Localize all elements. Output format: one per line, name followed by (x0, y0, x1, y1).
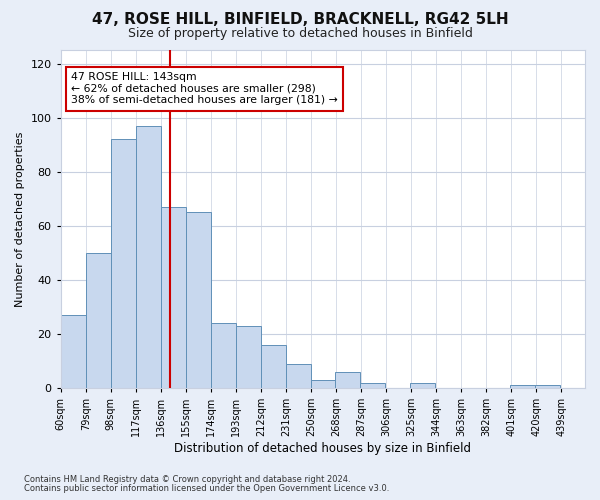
Text: Contains HM Land Registry data © Crown copyright and database right 2024.: Contains HM Land Registry data © Crown c… (24, 475, 350, 484)
Bar (261, 345, 286, 388)
Bar (111, 139, 136, 388)
Bar (410, 382, 435, 388)
Bar (236, 326, 261, 388)
X-axis label: Distribution of detached houses by size in Binfield: Distribution of detached houses by size … (175, 442, 472, 455)
Bar (61, 315, 86, 388)
Text: 47 ROSE HILL: 143sqm
← 62% of detached houses are smaller (298)
38% of semi-deta: 47 ROSE HILL: 143sqm ← 62% of detached h… (71, 72, 338, 105)
Bar (186, 212, 211, 388)
Bar (510, 386, 535, 388)
Bar (360, 382, 385, 388)
Y-axis label: Number of detached properties: Number of detached properties (15, 132, 25, 306)
Bar (86, 253, 111, 388)
Bar (211, 323, 236, 388)
Text: Contains public sector information licensed under the Open Government Licence v3: Contains public sector information licen… (24, 484, 389, 493)
Bar (136, 126, 161, 388)
Bar (535, 386, 560, 388)
Bar (311, 380, 336, 388)
Bar (286, 364, 311, 388)
Text: Size of property relative to detached houses in Binfield: Size of property relative to detached ho… (128, 28, 472, 40)
Text: 47, ROSE HILL, BINFIELD, BRACKNELL, RG42 5LH: 47, ROSE HILL, BINFIELD, BRACKNELL, RG42… (92, 12, 508, 28)
Bar (335, 372, 360, 388)
Bar (161, 207, 186, 388)
